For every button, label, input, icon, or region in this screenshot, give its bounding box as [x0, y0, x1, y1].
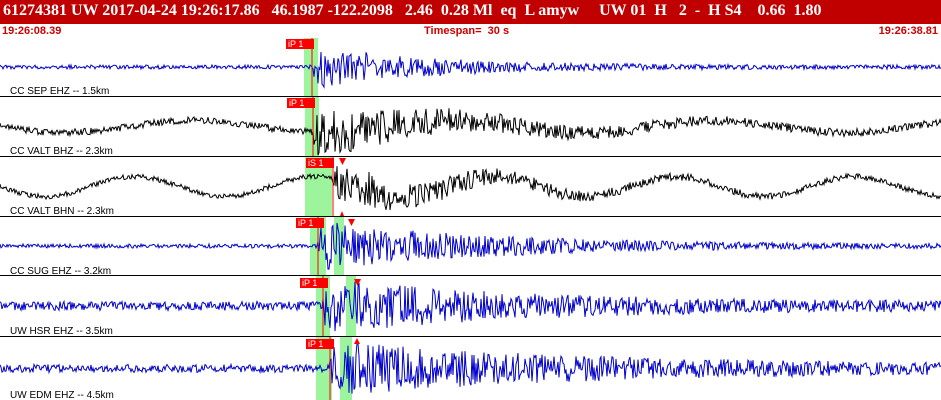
station-label: CC SEP EHZ -- 1.5km [10, 86, 109, 97]
pick-marker[interactable] [300, 278, 328, 288]
end-time: 19:26:38.81 [878, 25, 938, 37]
waveform [0, 222, 941, 270]
trace-3[interactable]: iS 1 CC VALT BHN -- 2.3km [0, 157, 941, 217]
pick-label: iP 1 [288, 39, 303, 49]
trace-2[interactable]: iP 1 CC VALT BHZ -- 2.3km [0, 97, 941, 157]
pick-marker[interactable] [306, 158, 334, 168]
waveform [0, 51, 941, 89]
pick-window [304, 38, 318, 96]
event-header: 61274381 UW 2017-04-24 19:26:17.86 46.19… [0, 0, 941, 24]
pick-label: iP 1 [298, 218, 313, 228]
pick-window [305, 97, 319, 156]
pick-marker[interactable] [306, 339, 334, 349]
s-arrival-marker [348, 219, 355, 226]
waveform [0, 108, 941, 156]
time-bar: 19:26:08.39 Timespan= 30 s 19:26:38.81 [0, 24, 941, 38]
station-label: CC VALT BHN -- 2.3km [10, 206, 114, 217]
pick-label: iP 1 [302, 278, 317, 288]
s-window [346, 276, 356, 336]
waveform [0, 281, 941, 332]
s-arrival-marker [339, 158, 346, 165]
pick-marker[interactable] [286, 39, 314, 49]
pick-label: iP 1 [289, 98, 304, 108]
trace-5[interactable]: iP 1 UW HSR EHZ -- 3.5km [0, 276, 941, 337]
waveform [0, 342, 941, 394]
trace-4[interactable]: iP 1 CC SUG EHZ -- 3.2km [0, 217, 941, 277]
station-label: CC SUG EHZ -- 3.2km [10, 266, 111, 277]
s-arrival-marker [354, 338, 360, 344]
seismogram-panel: iP 1 CC SEP EHZ -- 1.5km iP 1 CC VALT BH… [0, 38, 941, 400]
timespan-label: Timespan= 30 s [424, 25, 510, 37]
waveform [0, 166, 941, 211]
pick-marker[interactable] [296, 218, 324, 228]
trace-1[interactable]: iP 1 CC SEP EHZ -- 1.5km [0, 38, 941, 97]
station-label: CC VALT BHZ -- 2.3km [10, 146, 113, 157]
station-label: UW HSR EHZ -- 3.5km [10, 326, 113, 337]
s-arrival-marker [354, 279, 361, 286]
pick-marker[interactable] [287, 98, 315, 108]
event-summary-title: 61274381 UW 2017-04-24 19:26:17.86 46.19… [3, 2, 822, 19]
pick-window [316, 337, 332, 400]
station-label: UW EDM EHZ -- 4.5km [10, 390, 114, 400]
pick-label: iP 1 [308, 339, 323, 349]
s-arrival-marker-bottom [340, 211, 344, 216]
trace-6[interactable]: iP 1 UW EDM EHZ -- 4.5km [0, 337, 941, 400]
pick-label: iS 1 [308, 158, 324, 168]
start-time: 19:26:08.39 [2, 25, 62, 37]
